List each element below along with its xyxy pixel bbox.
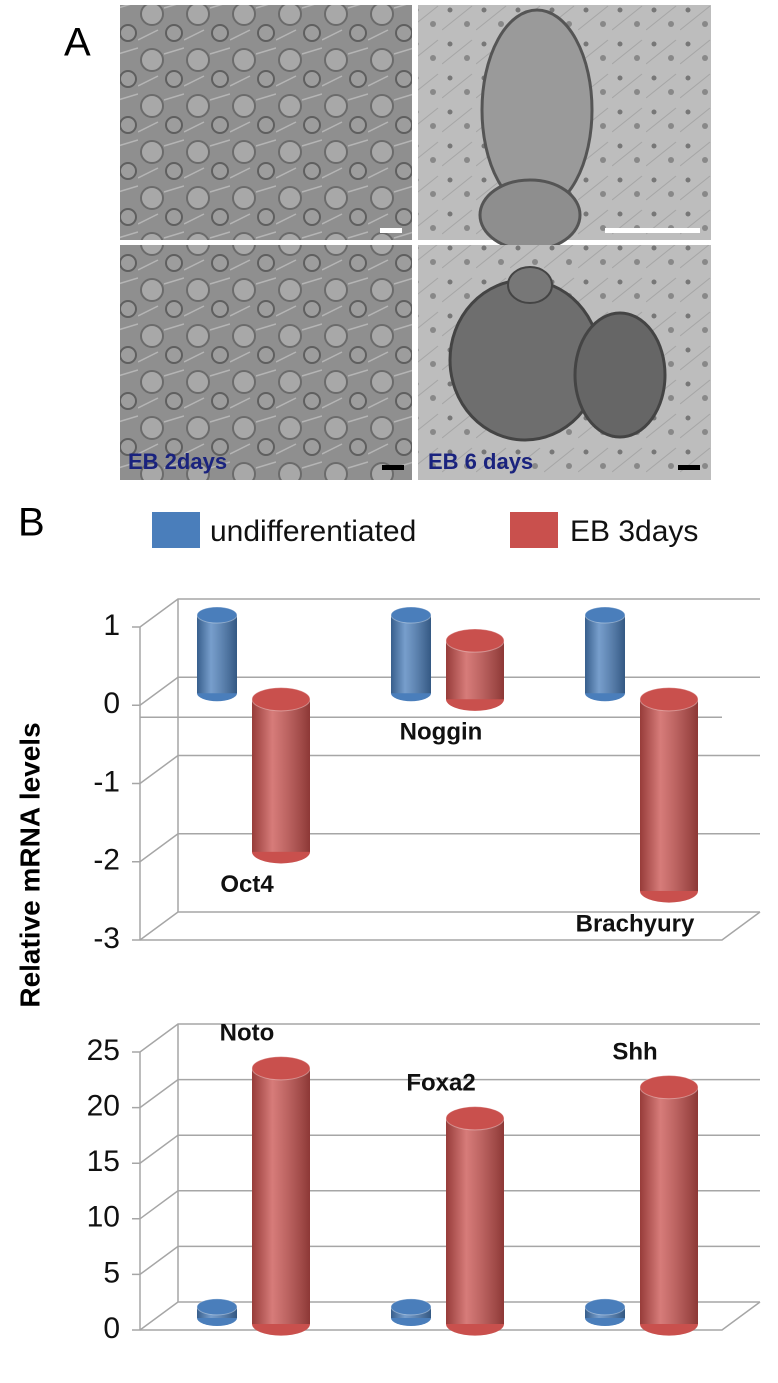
bar-top (445, 1106, 505, 1131)
cell-cluster (478, 178, 582, 252)
bar-shade (252, 699, 310, 852)
category-label: Brachyury (576, 910, 695, 937)
y-tick-label: 10 (87, 1201, 120, 1234)
category-label: Oct4 (220, 871, 274, 898)
panel-label: B (18, 501, 45, 545)
bar-top (584, 606, 626, 624)
bar (639, 687, 699, 903)
bar (639, 1075, 699, 1336)
bar-shade (585, 615, 625, 694)
y-tick-label: 25 (87, 1034, 120, 1067)
y-tick-label: 20 (87, 1090, 120, 1123)
bar-top (196, 606, 238, 624)
bar (390, 1298, 432, 1326)
grid-line (132, 911, 760, 941)
y-tick-label: -2 (93, 844, 120, 877)
bar-shade (252, 1068, 310, 1324)
embryoid-body (507, 266, 553, 304)
bar (251, 1056, 311, 1336)
bar-top (251, 1056, 311, 1081)
y-tick-label: 1 (103, 609, 120, 642)
floor-edge (140, 911, 761, 941)
bar (445, 1106, 505, 1336)
bar (584, 1298, 626, 1326)
bar-top (196, 1298, 238, 1316)
grid-line (132, 754, 760, 785)
bar-top (639, 1075, 699, 1100)
embryoid-body (573, 311, 667, 439)
micrographs (120, 5, 711, 480)
category-label: Noto (220, 1020, 275, 1047)
bar (196, 606, 238, 702)
floor-edge (140, 1301, 761, 1331)
image-label: EB 2days (128, 449, 227, 474)
y-tick-label: 15 (87, 1145, 120, 1178)
bar (251, 687, 311, 864)
bar-top (251, 687, 311, 712)
bar-top (445, 628, 505, 653)
y-tick-label: -1 (93, 765, 120, 798)
bar-shade (640, 1087, 698, 1324)
legend-label: EB 3days (570, 515, 698, 548)
y-tick-label: 0 (103, 1312, 120, 1345)
y-tick-label: 0 (103, 687, 120, 720)
bar (390, 606, 432, 702)
bar-top (390, 606, 432, 624)
grid-line (132, 598, 760, 628)
y-tick-label: -3 (93, 922, 120, 955)
category-label: Foxa2 (406, 1070, 475, 1097)
bar-shade (446, 1118, 504, 1324)
legend-label: undifferentiated (210, 515, 416, 548)
bar (196, 1298, 238, 1326)
bar-top (639, 687, 699, 712)
grid-line (132, 833, 760, 863)
panel-label: A (64, 21, 91, 65)
grid-line (132, 1078, 760, 1109)
bar-shade (391, 615, 431, 694)
micrograph (120, 245, 412, 480)
bar-top (390, 1298, 432, 1316)
category-label: Noggin (400, 719, 483, 746)
bar (584, 606, 626, 702)
legend-swatch (152, 512, 200, 548)
image-label: EB 6 days (428, 449, 533, 474)
scale-bar (678, 465, 700, 470)
bar (445, 628, 505, 711)
bar-top (584, 1298, 626, 1316)
scale-bar (382, 465, 404, 470)
y-axis-label: Relative mRNA levels (14, 722, 45, 1007)
grid-line (132, 1023, 760, 1053)
scale-bar (380, 228, 402, 233)
micrograph (120, 5, 412, 240)
bar-shade (197, 615, 237, 694)
y-tick-label: 5 (103, 1256, 120, 1289)
scale-bar (605, 228, 700, 233)
legend-swatch (510, 512, 558, 548)
category-label: Shh (612, 1038, 657, 1065)
bar-shade (640, 699, 698, 891)
